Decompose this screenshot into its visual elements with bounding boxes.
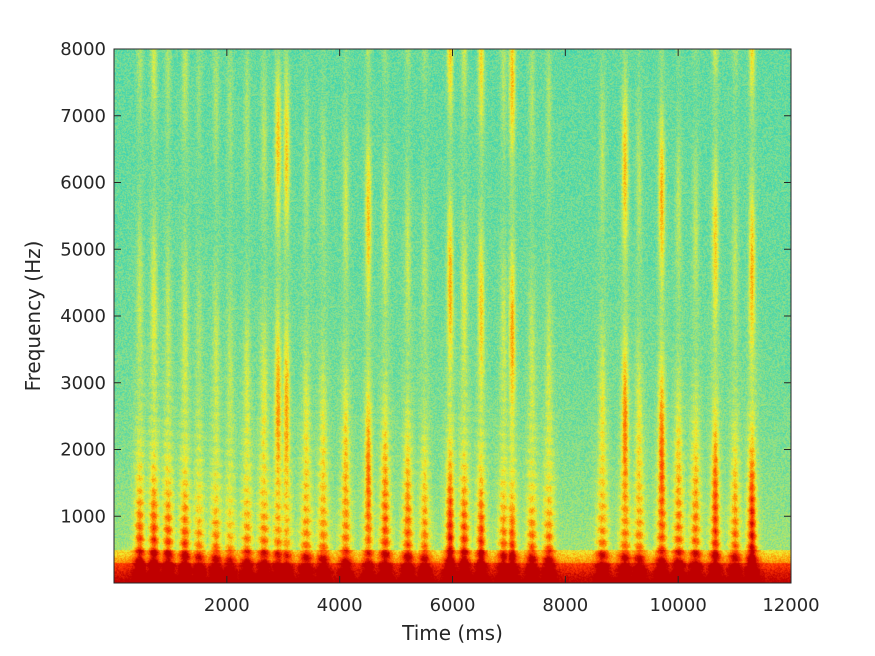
x-tick-label: 6000 (430, 595, 476, 616)
x-tick-label: 8000 (542, 595, 588, 616)
y-tick-label: 7000 (60, 106, 106, 127)
x-tick-label: 2000 (204, 595, 250, 616)
y-tick-label: 4000 (60, 306, 106, 327)
y-axis: 1000 2000 3000 4000 5000 6000 7000 8000 (60, 39, 791, 527)
y-tick-label: 2000 (60, 440, 106, 461)
spectrogram-heatmap (114, 49, 791, 583)
x-axis: 2000 4000 6000 8000 10000 12000 (204, 49, 820, 616)
y-tick-label: 1000 (60, 506, 106, 527)
y-tick-label: 5000 (60, 239, 106, 260)
y-tick-label: 3000 (60, 373, 106, 394)
x-axis-title: Time (ms) (401, 621, 503, 645)
y-tick-label: 8000 (60, 39, 106, 60)
x-tick-label: 12000 (762, 595, 819, 616)
y-tick-label: 6000 (60, 173, 106, 194)
y-axis-title: Frequency (Hz) (21, 241, 45, 392)
x-tick-label: 4000 (317, 595, 363, 616)
x-tick-label: 10000 (650, 595, 707, 616)
